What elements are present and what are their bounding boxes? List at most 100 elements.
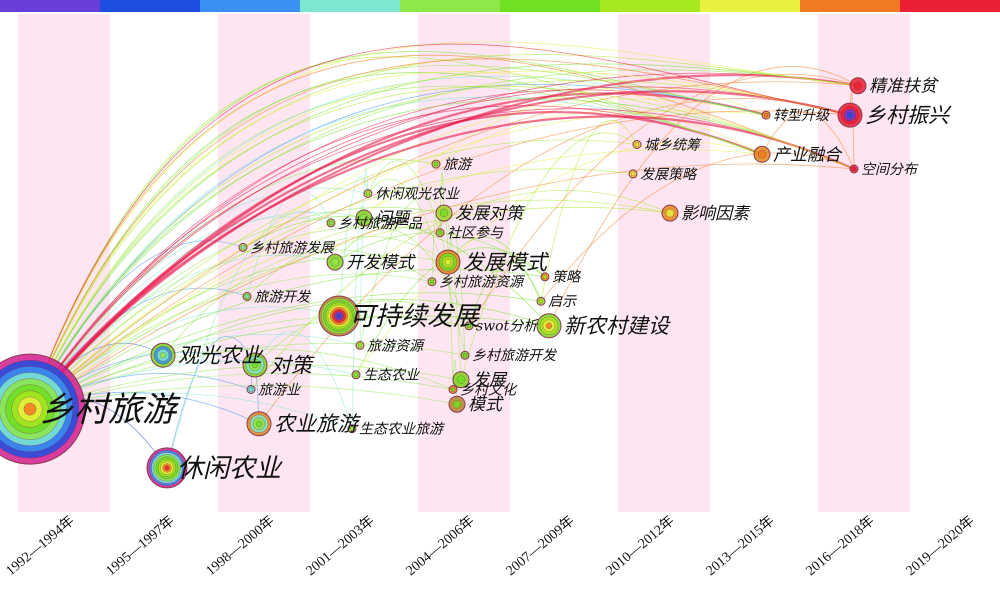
co-occurrence-link	[29, 206, 671, 410]
co-occurrence-link	[254, 300, 470, 366]
keyword-label: 乡村旅游开发	[472, 348, 558, 364]
keyword-label: 休闲农业	[177, 454, 283, 484]
keyword-label: 农业旅游	[274, 412, 361, 436]
keyword-label: 城乡统筹	[644, 137, 702, 153]
keyword-label: 对策	[270, 353, 315, 377]
keyword-node	[753, 145, 771, 163]
period-tick-label: 2013—2015年	[703, 513, 778, 579]
keyword-node	[460, 350, 470, 360]
co-occurrence-link	[29, 110, 851, 410]
co-occurrence-link	[540, 120, 638, 302]
keyword-label: 策略	[552, 270, 582, 286]
co-occurrence-link	[29, 86, 851, 410]
co-occurrence-link	[29, 54, 859, 410]
keyword-node	[632, 140, 642, 149]
co-occurrence-link	[162, 249, 433, 356]
co-occurrence-link	[359, 168, 369, 346]
co-occurrence-link	[29, 56, 763, 410]
co-occurrence-link	[468, 73, 859, 327]
keyword-node	[363, 189, 373, 198]
keyword-node	[0, 353, 86, 465]
keyword-node	[242, 352, 268, 378]
period-tick-label: 2010—2012年	[603, 513, 678, 579]
keyword-node	[435, 228, 445, 238]
co-occurrence-link	[29, 63, 859, 410]
co-occurrence-link	[29, 98, 855, 410]
keyword-label: 问题	[375, 209, 412, 229]
co-occurrence-link	[29, 108, 855, 410]
keyword-label: 乡村旅游资源	[439, 275, 526, 291]
co-occurrence-link	[29, 115, 855, 410]
co-occurrence-link	[242, 215, 550, 327]
co-occurrence-link	[29, 90, 851, 410]
keyword-label: 乡村文化	[460, 382, 518, 398]
keyword-node	[540, 272, 550, 282]
co-occurrence-link	[250, 189, 671, 390]
keyword-node	[427, 277, 437, 287]
co-occurrence-link	[540, 152, 855, 302]
period-color-band	[900, 0, 1000, 12]
co-occurrence-link	[29, 69, 859, 410]
keyword-node	[246, 385, 256, 394]
keyword-label: 旅游	[443, 157, 473, 173]
period-tick-label: 1992—1994年	[3, 513, 78, 579]
co-occurrence-link	[29, 72, 859, 410]
co-occurrence-link	[29, 348, 454, 410]
keyword-node	[146, 447, 188, 489]
co-occurrence-link	[761, 112, 855, 170]
period-tick-label: 2016—2018年	[803, 513, 878, 579]
co-occurrence-link	[29, 110, 767, 410]
keyword-node	[464, 321, 474, 331]
period-color-bar	[0, 0, 1000, 12]
keyword-label: 发展模式	[463, 250, 550, 274]
keyword-label: 休闲观光农业	[375, 186, 460, 202]
period-color-band	[0, 0, 101, 12]
keyword-node	[246, 411, 272, 437]
keyword-node	[661, 204, 679, 222]
co-occurrence-link	[29, 149, 763, 410]
keyword-label: 生态农业	[363, 368, 420, 384]
keyword-label: 社区参与	[447, 226, 504, 242]
co-occurrence-link	[162, 298, 550, 356]
keyword-label: 空间分布	[861, 162, 919, 178]
keyword-label: 乡村旅游产品	[338, 216, 423, 232]
keyword-node	[351, 370, 361, 380]
keyword-node	[761, 110, 771, 120]
co-occurrence-link	[29, 81, 859, 410]
keyword-node	[448, 395, 466, 413]
co-occurrence-link	[334, 228, 470, 326]
keyword-label: 生态农业旅游	[359, 422, 445, 438]
period-color-band	[500, 0, 601, 12]
period-stripe	[818, 14, 910, 512]
period-color-band	[300, 0, 401, 12]
co-occurrence-link	[29, 226, 441, 410]
co-occurrence-link	[29, 80, 851, 410]
co-occurrence-link	[29, 85, 855, 410]
keyword-node	[849, 164, 859, 174]
keyword-node	[448, 385, 458, 394]
co-occurrence-link	[355, 141, 763, 376]
keyword-label: 发展对策	[455, 204, 526, 224]
keyword-node	[435, 249, 461, 275]
keyword-label: 新农村建设	[564, 314, 671, 338]
co-occurrence-link	[29, 254, 449, 410]
co-occurrence-link	[29, 70, 851, 410]
keyword-label: 旅游资源	[367, 338, 426, 354]
co-occurrence-links	[29, 41, 859, 469]
keyword-node	[536, 296, 546, 306]
keyword-label: 旅游业	[258, 382, 301, 398]
co-occurrence-link	[359, 196, 445, 346]
keyword-node	[849, 77, 867, 95]
period-color-band	[800, 0, 901, 12]
co-occurrence-link	[29, 73, 859, 410]
co-occurrence-link	[29, 315, 550, 410]
keyword-node	[326, 218, 336, 228]
period-axis: 1992—1994年 1995—1997年 1998—2000年 2001—2003年…	[3, 513, 978, 579]
keyword-node	[452, 371, 470, 389]
keyword-label: 可持续发展	[349, 302, 482, 332]
co-occurrence-link	[29, 71, 855, 410]
period-tick-label: 1995—1997年	[103, 513, 178, 579]
period-tick-label: 2001—2003年	[303, 513, 378, 579]
